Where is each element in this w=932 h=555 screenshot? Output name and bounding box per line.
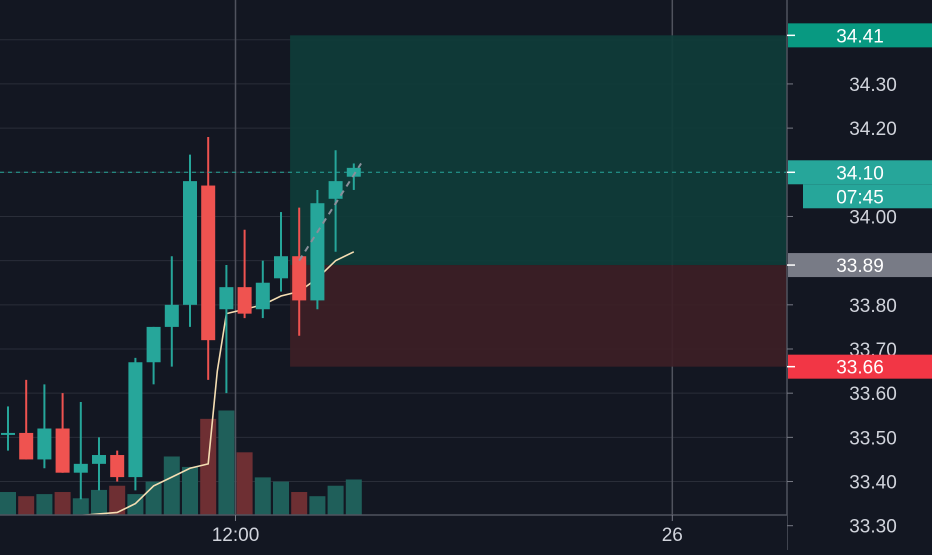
candle-body [274, 256, 288, 279]
entry-price-tag-label: 33.89 [836, 256, 884, 277]
price-tick-label: 33.40 [849, 473, 897, 494]
entry-price-tag[interactable]: 33.89 [787, 253, 932, 278]
candle-body [1, 432, 15, 435]
candle-body [183, 181, 197, 305]
candle[interactable] [219, 265, 234, 394]
current-price-tag-background [788, 160, 932, 185]
time-tick-label: 12:00 [212, 525, 260, 546]
candle-body [37, 428, 52, 460]
candle[interactable] [310, 189, 325, 310]
volume-bar [72, 498, 89, 515]
candle[interactable] [255, 260, 270, 319]
price-axis[interactable]: 34.3034.2034.0033.8033.7033.6033.5033.40… [786, 0, 932, 550]
candle[interactable] [37, 384, 52, 469]
current-price-tag[interactable]: 34.10 [787, 160, 932, 185]
volume-bar [0, 492, 16, 515]
candle[interactable] [328, 150, 343, 252]
price-tick-label: 33.60 [849, 384, 897, 405]
candle-body [128, 362, 143, 478]
candle-body [292, 256, 307, 301]
candle[interactable] [110, 450, 125, 482]
candle[interactable] [19, 379, 34, 460]
price-tick-label: 34.00 [849, 207, 897, 228]
volume-bar [254, 477, 271, 515]
candle[interactable] [92, 437, 106, 491]
volume-bar [273, 481, 289, 515]
candle[interactable] [128, 357, 143, 491]
candle-body [201, 185, 216, 341]
stop-price-tag-label: 33.66 [836, 358, 884, 379]
price-tick-label: 34.30 [849, 75, 897, 96]
target-zone[interactable] [290, 35, 800, 266]
current-price-tag-label: 34.10 [836, 163, 884, 184]
candle-body [255, 282, 270, 310]
candle[interactable] [183, 154, 197, 327]
countdown-background [803, 184, 932, 209]
candle[interactable] [274, 212, 288, 292]
candle-body [55, 428, 70, 473]
candle[interactable] [292, 207, 307, 336]
volume-bar [163, 456, 180, 515]
candle-body [310, 203, 325, 301]
volume-bar [18, 496, 35, 515]
candle[interactable] [164, 256, 179, 367]
volume-bar [200, 418, 217, 515]
price-tick-label: 33.30 [849, 517, 897, 538]
entry-price-tag-background [788, 253, 932, 278]
volume-bar [345, 479, 362, 515]
volume-bar [54, 492, 71, 515]
candle[interactable] [1, 406, 15, 451]
projection-line [298, 162, 362, 262]
price-tick-label: 33.80 [849, 296, 897, 317]
volume-bar [36, 494, 53, 515]
price-tick-label: 33.50 [849, 428, 897, 449]
candle[interactable] [201, 136, 216, 380]
target-price-tag-background [788, 23, 932, 48]
candle-body [92, 455, 106, 464]
volume-bar [309, 496, 326, 515]
candle[interactable] [237, 229, 252, 319]
stop-price-tag-background [788, 354, 932, 379]
candle-body [237, 287, 252, 314]
candle-body [110, 455, 125, 478]
volume-bar [91, 489, 107, 515]
candle-body [19, 432, 34, 460]
stop-zone[interactable] [290, 265, 800, 367]
long-position-tool[interactable] [290, 35, 800, 367]
time-axis[interactable]: 12:00 26 [0, 514, 787, 550]
stop-price-tag[interactable]: 33.66 [787, 354, 932, 379]
target-price-tag-label: 34.41 [836, 26, 884, 47]
candle[interactable] [73, 402, 88, 500]
countdown-label: 07:45 [836, 187, 884, 208]
candle[interactable] [146, 326, 161, 385]
volume-bars [0, 410, 362, 515]
candle-body [73, 463, 88, 473]
candle-body [146, 326, 161, 363]
candle-body [328, 181, 343, 199]
overlays [0, 162, 787, 262]
time-axis-background [0, 515, 787, 550]
volume-bar [327, 485, 344, 515]
candle[interactable] [55, 393, 70, 473]
volume-bar [218, 410, 235, 515]
target-price-tag[interactable]: 34.41 [787, 23, 932, 48]
candles[interactable] [1, 136, 361, 500]
volume-bar [291, 492, 308, 515]
volume-bar [109, 485, 126, 515]
candle-body [219, 287, 234, 310]
time-tick-label: 26 [662, 525, 683, 546]
price-tick-label: 34.20 [849, 119, 897, 140]
volume-bar [236, 452, 253, 515]
volume-bar [182, 466, 198, 515]
countdown-tag: 07:45 [803, 184, 932, 209]
candle-body [164, 304, 179, 327]
